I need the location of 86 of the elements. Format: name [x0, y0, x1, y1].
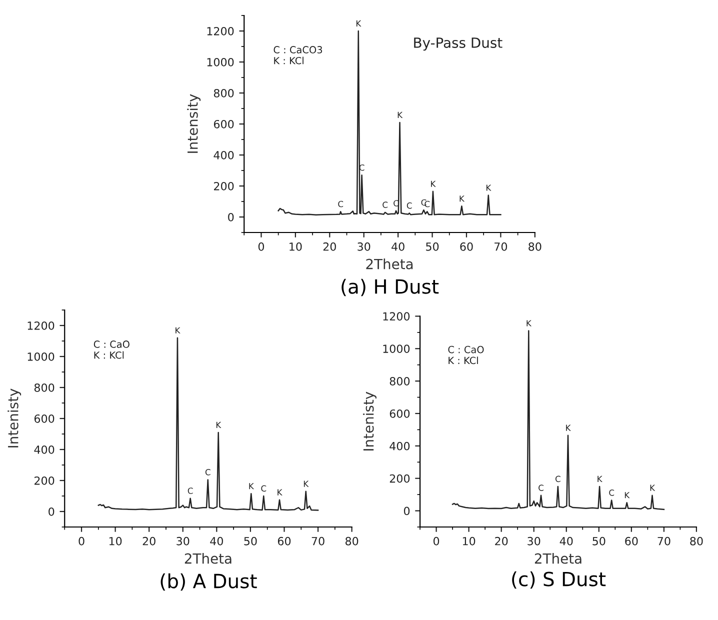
annotation: K: [460, 196, 465, 202]
y-tick-label: 1200: [207, 26, 234, 36]
y-tick-label: 800: [214, 88, 234, 98]
annotation: K: [526, 320, 532, 326]
x-tick-label: 50: [426, 242, 439, 251]
x-tick-label: 60: [460, 242, 473, 251]
y-tick-label: 0: [228, 212, 234, 222]
y-tick-label: 1000: [28, 352, 54, 361]
annotation: K: [278, 489, 282, 496]
y-tick-label: 200: [390, 474, 410, 483]
annotation: C: [406, 202, 412, 209]
x-tick-label: 10: [109, 536, 122, 546]
annotation: K: [398, 112, 403, 118]
annotation: K: [598, 476, 602, 482]
y-axis-title: Intenisty: [8, 388, 22, 448]
annotation: C: [555, 476, 560, 482]
y-tick-label: 600: [214, 120, 234, 128]
x-tick-label: 80: [346, 536, 358, 546]
x-tick-label: 30: [176, 536, 190, 546]
y-tick-label: 1000: [383, 344, 410, 354]
x-tick-label: 10: [462, 536, 476, 546]
x-tick-label: 10: [290, 242, 302, 251]
annotation: C: [538, 484, 544, 491]
x-tick-label: 0: [78, 536, 84, 546]
annotation: C: [382, 202, 388, 208]
x-tick-label: 50: [244, 536, 257, 546]
annotation: C: [338, 200, 344, 208]
y-tick-label: 800: [34, 383, 54, 392]
x-tick-label: 40: [392, 242, 404, 251]
annotation: K: [650, 484, 656, 491]
y-axis-title: Intensity: [187, 94, 201, 153]
text: (b) A Dust: [160, 573, 257, 591]
annotation: C: [609, 490, 614, 496]
annotation: K: [566, 424, 571, 431]
x-tick-label: 40: [210, 536, 223, 546]
x-tick-label: 60: [625, 536, 638, 546]
text: (a) H Dust: [342, 278, 439, 296]
annotation: C: [205, 469, 210, 476]
annotation: C : CaCO3 K : KCl: [274, 46, 322, 64]
annotation: K: [356, 20, 362, 26]
y-tick-label: 0: [48, 507, 54, 516]
x-tick-label: 50: [592, 536, 606, 546]
x-tick-label: 80: [690, 536, 703, 546]
x-tick-label: 0: [258, 242, 264, 251]
x-tick-label: 60: [278, 536, 291, 546]
annotation: K: [176, 327, 180, 334]
y-tick-label: 200: [34, 476, 54, 485]
y-axis-title: Intenisty: [363, 392, 376, 450]
annotation: By-Pass Dust: [414, 38, 502, 51]
y-tick-label: 400: [214, 150, 234, 160]
y-tick-label: 0: [404, 506, 410, 516]
annotation: K: [304, 480, 309, 487]
x-tick-label: 20: [323, 242, 336, 251]
annotation: K: [216, 422, 222, 428]
y-tick-label: 800: [390, 377, 410, 386]
x-tick-label: 80: [528, 242, 542, 251]
y-tick-label: 1200: [28, 321, 54, 330]
x-tick-label: 20: [142, 536, 156, 546]
annotation: C: [188, 488, 193, 494]
x-tick-label: 70: [658, 536, 670, 546]
y-tick-label: 1000: [207, 58, 234, 66]
text: (c) S Dust: [512, 571, 606, 589]
x-axis-title: 2Theta: [184, 553, 232, 564]
x-tick-label: 40: [560, 536, 573, 546]
annotation: K: [624, 492, 630, 498]
x-tick-label: 20: [495, 536, 508, 546]
annotation: C : CaO K : KCl: [448, 346, 484, 364]
x-tick-label: 30: [358, 242, 370, 251]
x-axis-title: 2Theta: [534, 553, 582, 564]
y-tick-label: 200: [214, 182, 234, 190]
y-tick-label: 600: [390, 409, 410, 418]
y-tick-label: 1200: [383, 312, 410, 321]
x-tick-label: 70: [494, 242, 508, 251]
annotation: C: [261, 485, 266, 492]
line-series: [278, 30, 502, 216]
y-tick-label: 400: [390, 442, 410, 450]
x-axis-title: 2Theta: [366, 258, 413, 270]
x-tick-label: 70: [312, 536, 324, 546]
x-tick-label: 0: [433, 536, 440, 546]
x-tick-label: 30: [528, 536, 540, 546]
annotation: K: [431, 180, 436, 187]
annotation: C : CaO K : KCl: [94, 340, 130, 359]
annotation: K: [486, 184, 492, 191]
annotation: K: [249, 483, 254, 490]
y-tick-label: 600: [34, 414, 54, 423]
y-tick-label: 400: [34, 445, 54, 454]
